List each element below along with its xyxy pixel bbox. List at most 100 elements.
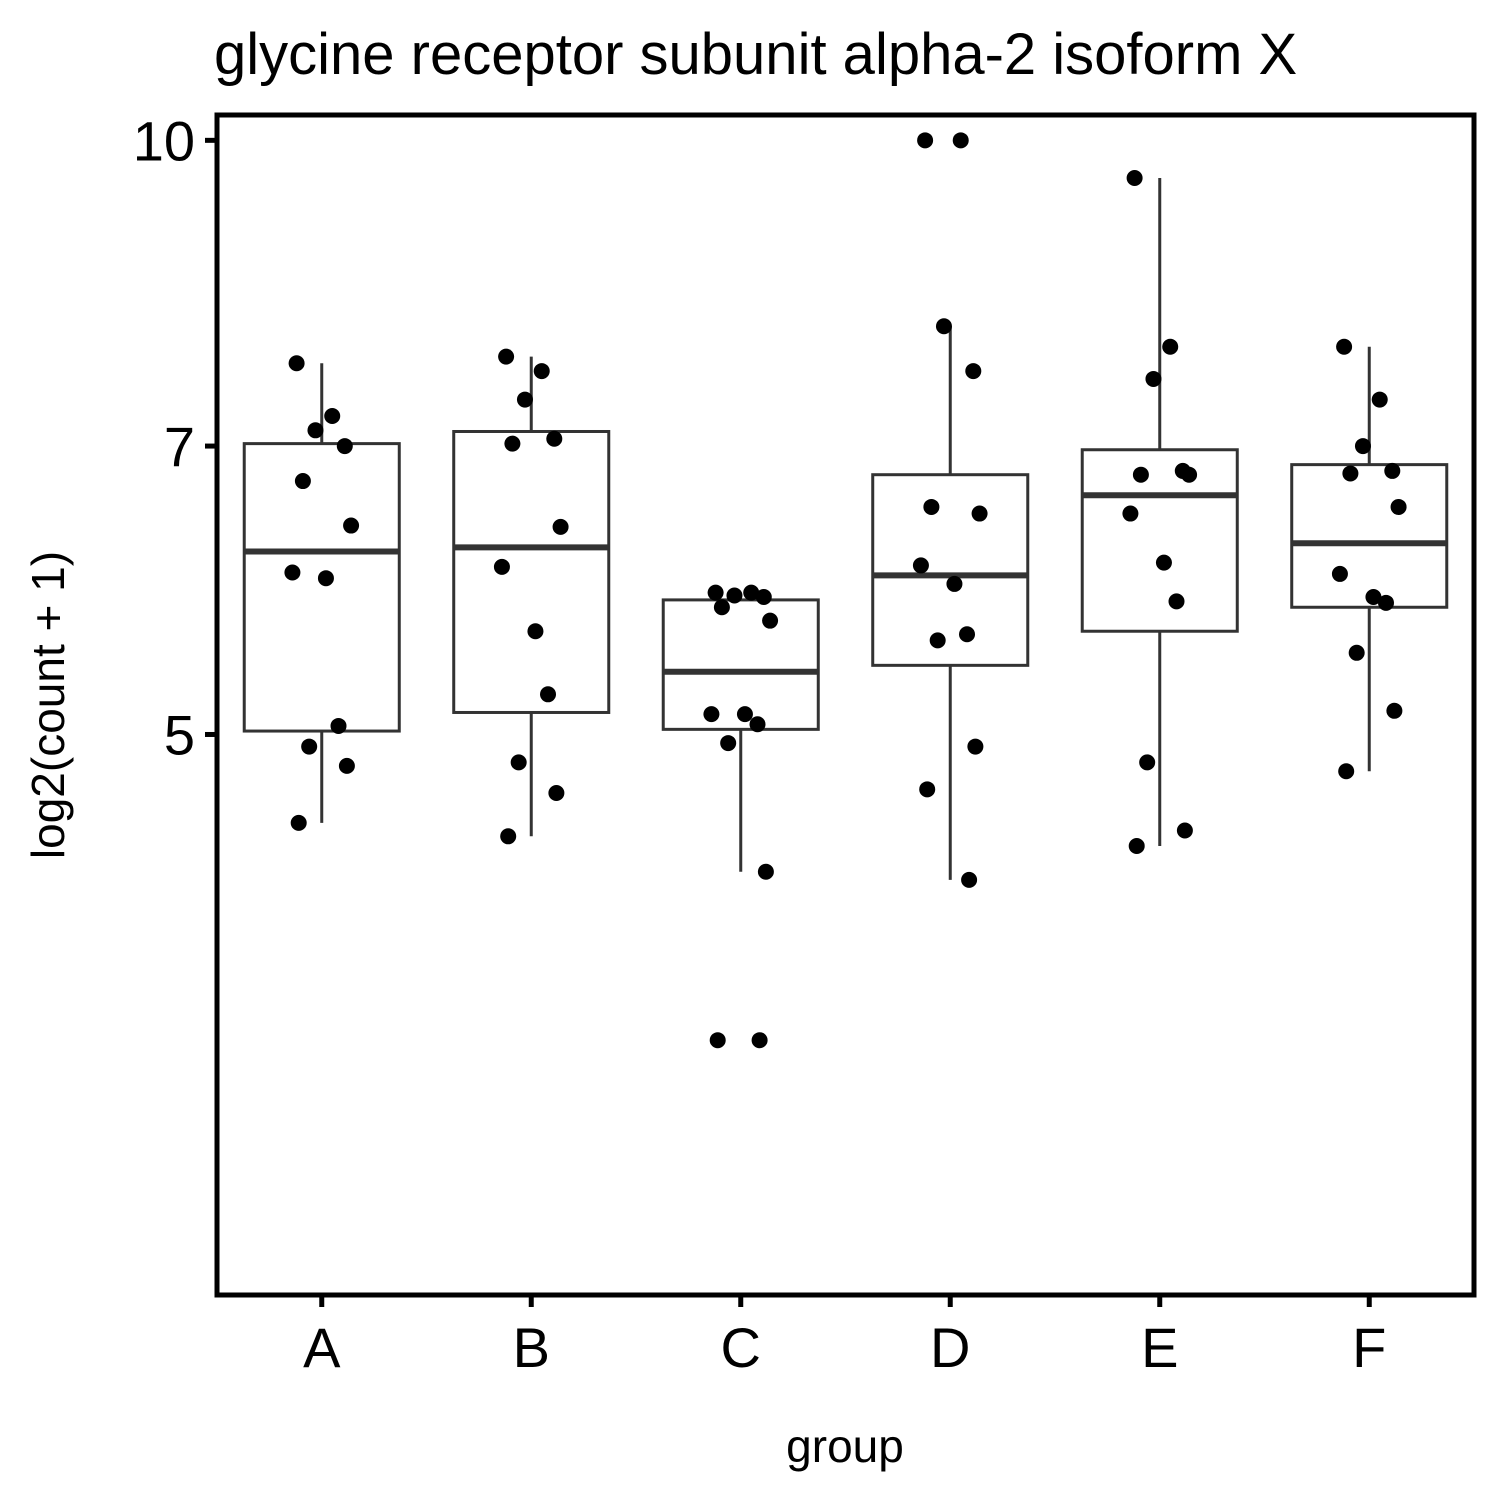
data-point xyxy=(1342,465,1359,482)
x-tick-label: E xyxy=(1141,1316,1178,1379)
data-point xyxy=(1128,838,1145,855)
data-point xyxy=(703,706,720,723)
data-point xyxy=(1331,565,1348,582)
data-point xyxy=(1132,466,1149,483)
data-point xyxy=(546,430,563,447)
data-point xyxy=(923,498,940,515)
box-body xyxy=(1290,463,1449,609)
box-B xyxy=(452,356,611,837)
data-point xyxy=(1181,466,1198,483)
y-tick-label: 5 xyxy=(164,703,195,766)
data-point xyxy=(720,735,737,752)
points-D xyxy=(912,132,988,888)
data-point xyxy=(1390,498,1407,515)
data-point xyxy=(1386,702,1403,719)
data-point xyxy=(338,757,355,774)
box-body xyxy=(871,473,1030,667)
plot-area xyxy=(242,132,1449,1049)
data-point xyxy=(301,738,318,755)
data-point xyxy=(959,626,976,643)
data-point xyxy=(1378,594,1395,611)
data-point xyxy=(967,738,984,755)
data-point xyxy=(498,348,515,365)
box-E xyxy=(1080,178,1239,847)
points-F xyxy=(1331,338,1407,780)
chart-title: glycine receptor subunit alpha-2 isoform… xyxy=(214,22,1297,87)
data-point xyxy=(317,570,334,587)
data-point xyxy=(1338,763,1355,780)
data-point xyxy=(751,1032,768,1049)
data-point xyxy=(540,686,557,703)
data-point xyxy=(510,754,527,771)
y-axis-label: log2(count + 1) xyxy=(22,551,74,859)
data-point xyxy=(288,355,305,372)
x-tick-label: D xyxy=(930,1316,970,1379)
data-point xyxy=(1139,754,1156,771)
box-C xyxy=(661,598,820,872)
data-point xyxy=(726,587,743,604)
points-E xyxy=(1122,170,1198,855)
data-point xyxy=(533,363,550,380)
data-point xyxy=(917,132,934,149)
data-point xyxy=(749,716,766,733)
data-point xyxy=(294,473,311,490)
data-point xyxy=(548,785,565,802)
data-point xyxy=(307,422,324,439)
data-point xyxy=(493,558,510,575)
x-tick-label: B xyxy=(513,1316,550,1379)
data-point xyxy=(1126,170,1143,187)
box-body xyxy=(1080,448,1239,633)
data-point xyxy=(1176,822,1193,839)
data-point xyxy=(1384,462,1401,479)
x-tick-label: F xyxy=(1352,1316,1386,1379)
axes: 5 7 10 A B C D E F xyxy=(133,109,1387,1379)
data-point xyxy=(952,132,969,149)
box-body xyxy=(242,442,401,733)
data-point xyxy=(1168,593,1185,610)
data-point xyxy=(743,584,760,601)
data-point xyxy=(1336,338,1353,355)
data-point xyxy=(504,435,521,452)
data-point xyxy=(284,564,301,581)
data-point xyxy=(971,505,988,522)
data-point xyxy=(713,599,730,616)
data-point xyxy=(330,717,347,734)
data-point xyxy=(1354,438,1371,455)
data-point xyxy=(500,828,517,845)
x-axis-label: group xyxy=(786,1420,904,1472)
data-point xyxy=(516,391,533,408)
data-point xyxy=(324,407,341,424)
data-point xyxy=(343,517,360,534)
data-point xyxy=(935,318,952,335)
data-point xyxy=(290,814,307,831)
data-point xyxy=(707,584,724,601)
data-point xyxy=(1348,644,1365,661)
data-point xyxy=(336,438,353,455)
data-point xyxy=(762,612,779,629)
y-tick-label: 10 xyxy=(133,109,195,172)
box-D xyxy=(871,326,1030,880)
plot-panel-border xyxy=(214,112,1477,1298)
data-point xyxy=(961,871,978,888)
data-point xyxy=(1162,338,1179,355)
points-A xyxy=(284,355,360,831)
data-point xyxy=(965,363,982,380)
data-point xyxy=(1365,588,1382,605)
data-point xyxy=(736,706,753,723)
box-F xyxy=(1290,346,1449,772)
y-tick-label: 7 xyxy=(164,415,195,478)
data-point xyxy=(1122,505,1139,522)
data-point xyxy=(755,588,772,605)
data-point xyxy=(1145,370,1162,387)
data-point xyxy=(1155,554,1172,571)
x-tick-label: C xyxy=(721,1316,761,1379)
data-point xyxy=(912,557,929,574)
data-point xyxy=(552,518,569,535)
x-tick-label: A xyxy=(303,1316,341,1379)
box-A xyxy=(242,363,401,823)
data-point xyxy=(919,781,936,798)
points-C xyxy=(703,584,779,1049)
box-body xyxy=(452,429,611,714)
data-point xyxy=(709,1032,726,1049)
